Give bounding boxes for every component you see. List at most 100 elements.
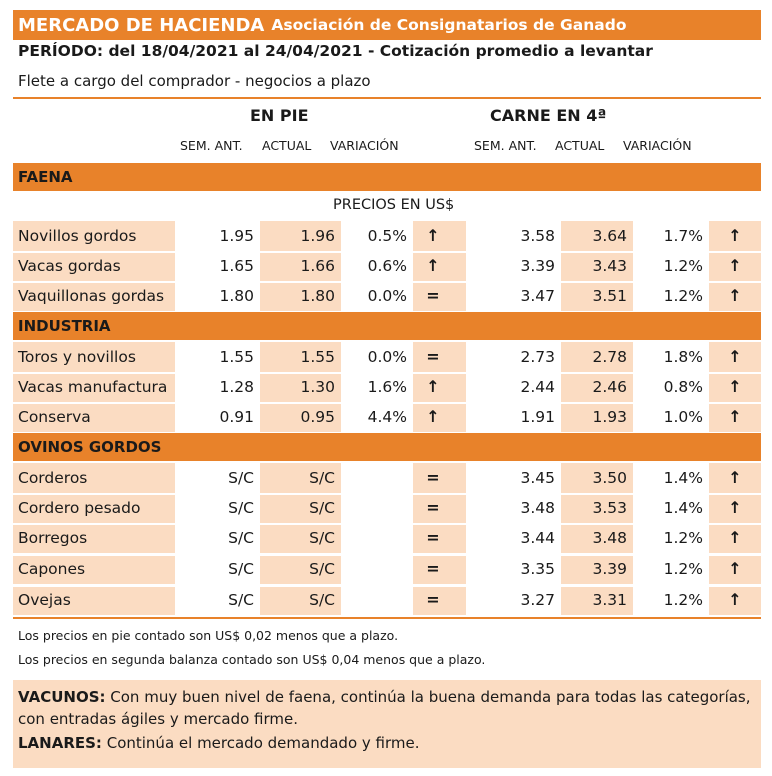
footnote: Los precios en segunda balanza contado s… [18,652,486,667]
table-row: Vaquillonas gordas 1.80 1.80 0.0% = 3.47… [13,281,761,311]
col-pie-actual: ACTUAL [262,138,312,153]
carne-sem-ant: 2.44 [466,372,561,402]
row-name: Vacas manufactura [18,378,168,396]
section-industria: INDUSTRIA [13,312,761,340]
header-divider [13,97,761,99]
carne-variacion: 0.8% [633,372,709,402]
carne-actual: 3.53 [592,499,627,517]
comment-text: Con muy buen nivel de faena, continúa la… [110,688,751,706]
table-row: Vacas manufactura 1.28 1.30 1.6% ↑ 2.44 … [13,372,761,402]
comment-vacunos-cont: con entradas ágiles y mercado firme. [18,710,299,728]
carne-trend-icon: ↑ [728,528,742,547]
row-name: Vacas gordas [18,257,121,275]
carne-actual: 3.50 [592,469,627,487]
carne-actual: 3.31 [592,591,627,609]
table-row: Borregos S/C S/C = 3.44 3.48 1.2% ↑ [13,523,761,553]
row-name: Cordero pesado [18,499,141,517]
carne-variacion: 1.2% [633,554,709,584]
freight-note: Flete a cargo del comprador - negocios a… [18,72,371,90]
pie-trend-icon: ↑ [426,377,440,396]
table-row: Cordero pesado S/C S/C = 3.48 3.53 1.4% … [13,493,761,523]
table-row: Vacas gordas 1.65 1.66 0.6% ↑ 3.39 3.43 … [13,251,761,281]
col-carne-actual: ACTUAL [555,138,605,153]
pie-sem-ant: 1.28 [175,372,260,402]
carne-sem-ant: 3.58 [466,221,561,251]
carne-trend-icon: ↑ [728,590,742,609]
carne-actual: 3.64 [592,227,627,245]
pie-variacion [341,493,413,523]
row-name: Conserva [18,408,91,426]
pie-variacion [341,463,413,493]
carne-trend-icon: ↑ [728,407,742,426]
carne-variacion: 1.7% [633,221,709,251]
col-carne-variacion: VARIACIÓN [623,138,692,153]
section-ovinos-gordos: OVINOS GORDOS [13,433,761,461]
pie-variacion [341,554,413,584]
pie-trend-icon: = [426,528,440,547]
pie-variacion: 0.0% [341,281,413,311]
pie-sem-ant: 1.65 [175,251,260,281]
carne-actual: 2.46 [592,378,627,396]
footnote: Los precios en pie contado son US$ 0,02 … [18,628,399,643]
carne-variacion: 1.2% [633,281,709,311]
carne-variacion: 1.2% [633,251,709,281]
carne-variacion: 1.2% [633,585,709,615]
pie-sem-ant: S/C [175,585,260,615]
comment-label: LANARES: [18,734,102,752]
comment-text: Continúa el mercado demandado y firme. [106,734,420,752]
carne-trend-icon: ↑ [728,559,742,578]
comment-vacunos: VACUNOS: Con muy buen nivel de faena, co… [18,688,751,706]
table-bottom-divider [13,617,761,619]
pie-sem-ant: S/C [175,554,260,584]
col-pie-variacion: VARIACIÓN [330,138,399,153]
pie-actual: 1.30 [300,378,335,396]
pie-sem-ant: 1.95 [175,221,260,251]
carne-sem-ant: 3.39 [466,251,561,281]
row-name: Novillos gordos [18,227,137,245]
pie-variacion [341,523,413,553]
carne-sem-ant: 3.35 [466,554,561,584]
pie-actual: 0.95 [300,408,335,426]
table-row: Novillos gordos 1.95 1.96 0.5% ↑ 3.58 3.… [13,221,761,251]
carne-actual: 2.78 [592,348,627,366]
pie-sem-ant: 0.91 [175,402,260,432]
carne-variacion: 1.0% [633,402,709,432]
report-subtitle: Asociación de Consignatarios de Ganado [271,16,627,34]
pie-trend-icon: ↑ [426,226,440,245]
title-bar: MERCADO DE HACIENDA Asociación de Consig… [13,10,761,40]
carne-sem-ant: 3.27 [466,585,561,615]
pie-actual: 1.80 [300,287,335,305]
pie-sem-ant: S/C [175,493,260,523]
section-faena: FAENA [13,163,761,191]
row-name: Vaquillonas gordas [18,287,165,305]
pie-variacion: 0.6% [341,251,413,281]
carne-sem-ant: 2.73 [466,342,561,372]
carne-trend-icon: ↑ [728,256,742,275]
row-name: Ovejas [18,591,71,609]
comment-lanares: LANARES: Continúa el mercado demandado y… [18,734,420,752]
pie-trend-icon: = [426,559,440,578]
pie-trend-icon: ↑ [426,256,440,275]
section-title: OVINOS GORDOS [18,438,162,456]
col-carne-sem-ant: SEM. ANT. [474,138,537,153]
carne-trend-icon: ↑ [728,377,742,396]
row-name: Capones [18,560,86,578]
pie-variacion: 1.6% [341,372,413,402]
carne-variacion: 1.8% [633,342,709,372]
carne-actual: 3.43 [592,257,627,275]
pie-actual: S/C [309,591,335,609]
carne-trend-icon: ↑ [728,498,742,517]
pie-actual: 1.96 [300,227,335,245]
pie-actual: 1.66 [300,257,335,275]
pie-variacion [341,585,413,615]
carne-actual: 3.39 [592,560,627,578]
pie-actual: S/C [309,529,335,547]
pie-variacion: 0.0% [341,342,413,372]
pie-variacion: 4.4% [341,402,413,432]
pie-actual: S/C [309,469,335,487]
prices-currency-label: PRECIOS EN US$ [333,197,455,213]
table-row: Toros y novillos 1.55 1.55 0.0% = 2.73 2… [13,342,761,372]
row-name: Borregos [18,529,88,547]
pie-actual: 1.55 [300,348,335,366]
